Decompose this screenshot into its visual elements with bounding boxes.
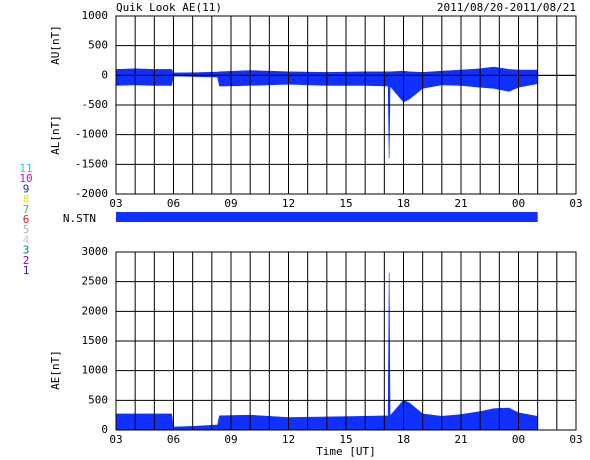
plot-frame bbox=[115, 15, 577, 195]
y-axis-label: AU[nT] bbox=[49, 25, 62, 65]
station-legend-label: 9 bbox=[23, 182, 30, 195]
y-tick-label: 2500 bbox=[82, 275, 109, 288]
y-tick-label: -1000 bbox=[75, 128, 108, 141]
station-legend-label: 7 bbox=[23, 203, 30, 216]
y-tick-label: -2000 bbox=[75, 187, 108, 200]
x-tick-label: 09 bbox=[224, 197, 237, 210]
x-tick-label: 03 bbox=[569, 197, 582, 210]
plot-frame bbox=[115, 251, 577, 431]
station-legend-label: 8 bbox=[23, 193, 30, 206]
x-tick-label: 12 bbox=[282, 197, 295, 210]
station-legend-label: 3 bbox=[23, 244, 30, 257]
y-tick-label: 3000 bbox=[82, 245, 109, 258]
y-tick-label: 1000 bbox=[82, 9, 109, 22]
station-legend-label: 4 bbox=[23, 233, 30, 246]
x-tick-label: 06 bbox=[167, 433, 180, 446]
x-tick-label: 18 bbox=[397, 433, 410, 446]
x-tick-label: 15 bbox=[339, 433, 352, 446]
y-tick-label: 500 bbox=[88, 39, 108, 52]
y-tick-label: -500 bbox=[82, 98, 109, 111]
nstn-label: N.STN bbox=[63, 212, 96, 225]
station-legend-label: 6 bbox=[23, 213, 30, 226]
station-legend-label: 10 bbox=[19, 172, 32, 185]
station-legend-label: 1 bbox=[23, 264, 30, 277]
x-tick-label: 00 bbox=[512, 433, 525, 446]
x-tick-label: 06 bbox=[167, 197, 180, 210]
x-tick-label: 21 bbox=[454, 433, 467, 446]
x-tick-label: 18 bbox=[397, 197, 410, 210]
data-area bbox=[115, 66, 538, 76]
x-axis-label: Time [UT] bbox=[316, 445, 376, 458]
x-tick-label: 03 bbox=[109, 197, 122, 210]
y-tick-label: 0 bbox=[101, 423, 108, 436]
y-tick-label: -1500 bbox=[75, 157, 108, 170]
y-tick-label: 1500 bbox=[82, 334, 109, 347]
x-tick-label: 21 bbox=[454, 197, 467, 210]
date-range: 2011/08/20-2011/08/21 bbox=[437, 1, 576, 14]
station-legend-label: 2 bbox=[23, 254, 30, 267]
chart-title: Quik Look AE(11) bbox=[116, 1, 222, 14]
station-bar bbox=[116, 212, 538, 222]
data-area bbox=[115, 75, 538, 159]
x-tick-label: 03 bbox=[109, 433, 122, 446]
x-tick-label: 09 bbox=[224, 433, 237, 446]
y-tick-label: 1000 bbox=[82, 364, 109, 377]
x-tick-label: 00 bbox=[512, 197, 525, 210]
x-tick-label: 03 bbox=[569, 433, 582, 446]
y-tick-label: 0 bbox=[101, 68, 108, 81]
station-legend-label: 5 bbox=[23, 223, 30, 236]
x-tick-label: 15 bbox=[339, 197, 352, 210]
data-area bbox=[115, 272, 538, 431]
y-axis-label: AL[nT] bbox=[49, 115, 62, 155]
station-legend-label: 11 bbox=[19, 162, 32, 175]
y-tick-label: 500 bbox=[88, 393, 108, 406]
x-tick-label: 12 bbox=[282, 433, 295, 446]
y-tick-label: 2000 bbox=[82, 304, 109, 317]
y-axis-label: AE[nT] bbox=[49, 350, 62, 390]
